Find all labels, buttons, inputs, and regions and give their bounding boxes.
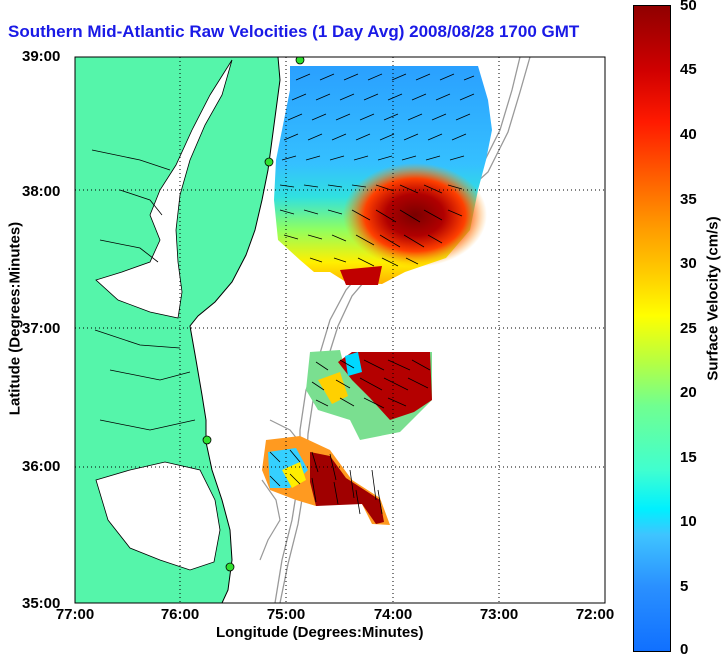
plot-frame [74, 56, 606, 604]
y-tick-label: 36:00 [22, 458, 61, 475]
map-title: Southern Mid-Atlantic Raw Velocities (1 … [8, 22, 580, 41]
x-tick-label: 73:00 [479, 606, 519, 623]
x-tick-label: 74:00 [373, 606, 413, 623]
colorbar [633, 5, 671, 652]
x-tick-label: 77:00 [55, 606, 95, 623]
colorbar-label: Surface Velocity (cm/s) [704, 216, 722, 381]
colorbar-tick: 10 [680, 513, 697, 530]
colorbar-tick: 35 [680, 191, 697, 208]
colorbar-tick: 30 [680, 255, 697, 272]
velocity-vectors [269, 73, 475, 515]
x-tick-label: 75:00 [266, 606, 306, 623]
colorbar-tick: 15 [680, 449, 697, 466]
colorbar-tick: 25 [680, 320, 697, 337]
colorbar-tick: 20 [680, 384, 697, 401]
y-tick-label: 39:00 [22, 48, 61, 65]
radar-station-marker [202, 435, 212, 445]
land-mass [75, 57, 280, 603]
pamlico-sound [95, 461, 221, 571]
map-grid [75, 57, 605, 603]
colorbar-tick: 40 [680, 126, 697, 143]
x-axis-label: Longitude (Degrees:Minutes) [216, 624, 424, 641]
radar-station-marker [295, 57, 305, 65]
colorbar-tick: 45 [680, 61, 697, 78]
x-tick-label: 72:00 [575, 606, 615, 623]
colorbar-tick: 5 [680, 578, 689, 595]
y-axis-label: Latitude (Degrees:Minutes) [6, 221, 24, 416]
radar-station-marker [264, 157, 274, 167]
colorbar-tick: 50 [680, 0, 697, 14]
chesapeake-bay [95, 59, 233, 319]
radar-station-marker [225, 562, 235, 572]
x-tick-label: 76:00 [160, 606, 200, 623]
y-tick-label: 37:00 [22, 320, 61, 337]
colorbar-tick: 0 [680, 641, 689, 658]
y-tick-label: 35:00 [22, 595, 61, 612]
y-tick-label: 38:00 [22, 183, 61, 200]
